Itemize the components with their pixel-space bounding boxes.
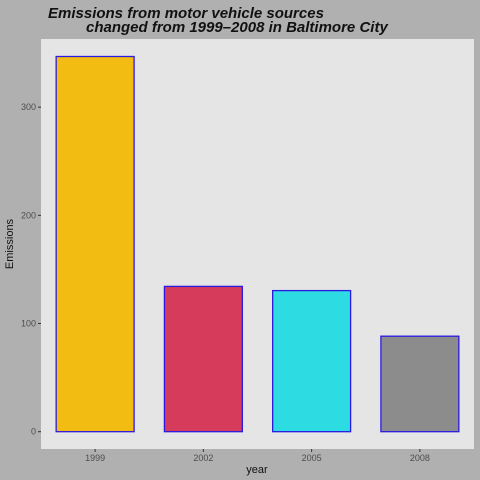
x-tick-label: 2005 (302, 453, 322, 463)
y-tick-label: 0 (31, 427, 36, 437)
y-axis-ticks: 0 100 200 300 (21, 102, 41, 437)
x-tick-label: 2008 (410, 453, 430, 463)
x-tick-label: 1999 (85, 453, 105, 463)
chart-title-line-2: changed from 1999–2008 in Baltimore City (86, 19, 388, 36)
x-axis-title: year (246, 464, 268, 476)
y-tick-label: 200 (21, 210, 36, 220)
y-tick-label: 300 (21, 102, 36, 112)
chart-title-line-1: Emissions from motor vehicle sources (48, 5, 324, 22)
x-tick-label: 2002 (193, 453, 213, 463)
bar-series (55, 55, 460, 433)
y-axis-title: Emissions (4, 218, 16, 269)
bar-1999 (55, 55, 135, 433)
bar-2008 (380, 335, 460, 433)
bar-2002 (163, 285, 243, 433)
y-tick-label: 100 (21, 319, 36, 329)
bar-2005 (272, 289, 352, 433)
x-axis-ticks: 1999 2002 2005 2008 (85, 449, 430, 463)
